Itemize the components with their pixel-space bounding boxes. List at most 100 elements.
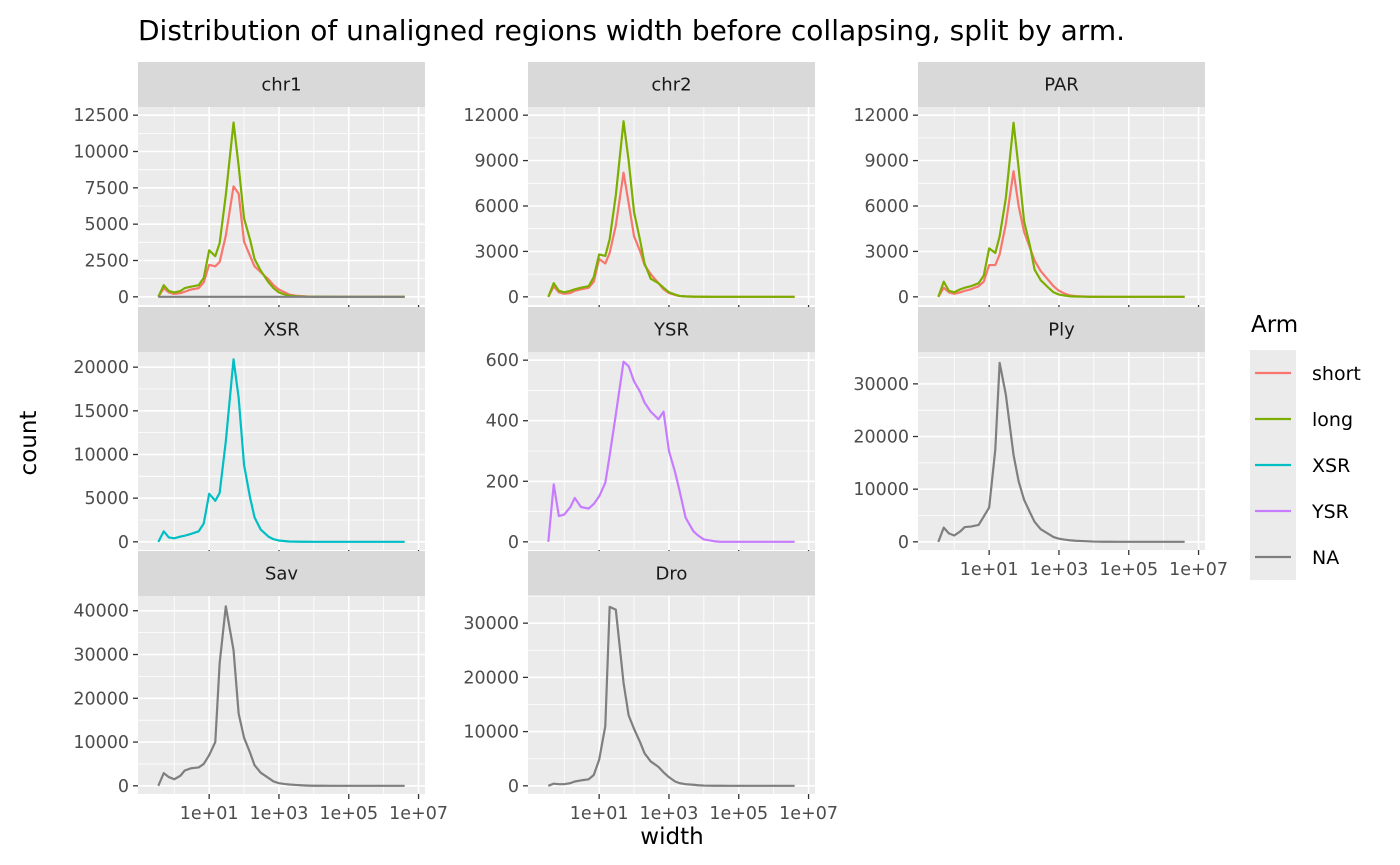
y-tick-label: 3000 bbox=[864, 242, 909, 262]
x-tick-label: 1e+03 bbox=[250, 804, 309, 824]
facet-panel-sav: Sav 0 10000 20000 30000 40000 1e+01 1e+03 1e+05 1… bbox=[73, 551, 448, 824]
x-tick-label: 1e+01 bbox=[180, 804, 239, 824]
facet-strip bbox=[528, 551, 815, 596]
y-tick-label: 10000 bbox=[73, 143, 129, 163]
y-tick-label: 400 bbox=[486, 412, 519, 432]
y-tick-label: 10000 bbox=[73, 445, 129, 465]
series-line-na bbox=[937, 361, 1185, 543]
y-tick-label: 6000 bbox=[864, 197, 909, 217]
y-tick-label: 20000 bbox=[463, 668, 519, 688]
facet-strip bbox=[138, 62, 425, 107]
y-tick-label: 12000 bbox=[463, 106, 519, 126]
plot-panel bbox=[918, 352, 1205, 550]
series-line-xsr bbox=[157, 358, 405, 543]
plot-panel bbox=[138, 596, 425, 794]
y-tick-label: 15000 bbox=[73, 402, 129, 422]
facet-strip-label: Ply bbox=[1048, 320, 1075, 341]
y-tick-label: 0 bbox=[118, 288, 129, 308]
legend: Arm short long XSR YSR NA bbox=[1250, 312, 1361, 580]
y-tick-label: 0 bbox=[508, 777, 519, 797]
y-tick-label: 200 bbox=[486, 472, 519, 492]
legend-label: short bbox=[1312, 363, 1361, 385]
series-line-na bbox=[547, 605, 795, 787]
y-tick-label: 600 bbox=[486, 351, 519, 371]
y-tick-label: 10000 bbox=[463, 723, 519, 743]
facet-panel-ysr: YSR 0 200 400 600 bbox=[486, 307, 815, 555]
x-axis-title: width bbox=[640, 824, 703, 850]
legend-item-na: NA bbox=[1250, 534, 1339, 580]
facet-strip-label: chr1 bbox=[261, 75, 301, 96]
y-tick-label: 0 bbox=[118, 533, 129, 553]
plot-panel bbox=[528, 596, 815, 794]
facet-panel-dro: Dro 0 10000 20000 30000 1e+01 1e+03 1e+05 1e+07 bbox=[463, 551, 838, 824]
x-tick-label: 1e+07 bbox=[389, 804, 448, 824]
facet-panels: chr102500500075001000012500chr2030006000… bbox=[73, 62, 1228, 824]
y-tick-label: 40000 bbox=[73, 602, 129, 622]
legend-label: NA bbox=[1312, 547, 1339, 569]
plot-panel bbox=[138, 352, 425, 550]
facet-strip bbox=[138, 307, 425, 352]
y-tick-label: 0 bbox=[508, 533, 519, 553]
y-tick-label: 30000 bbox=[853, 375, 909, 395]
legend-item-xsr: XSR bbox=[1250, 442, 1350, 488]
facet-strip-label: XSR bbox=[263, 320, 299, 341]
x-tick-label: 1e+03 bbox=[1030, 560, 1089, 580]
facet-panel-xsr: XSR 0 5000 10000 15000 20000 bbox=[73, 307, 425, 555]
y-tick-label: 2500 bbox=[84, 251, 129, 271]
series-group bbox=[157, 121, 405, 298]
y-tick-label: 5000 bbox=[84, 489, 129, 509]
y-tick-label: 12000 bbox=[853, 106, 909, 126]
chart-title: Distribution of unaligned regions width … bbox=[138, 14, 1125, 47]
legend-item-short: short bbox=[1250, 350, 1361, 396]
x-tick-label: 1e+03 bbox=[640, 804, 699, 824]
series-line-ysr bbox=[547, 360, 795, 543]
y-tick-label: 10000 bbox=[853, 480, 909, 500]
y-tick-label: 9000 bbox=[864, 152, 909, 172]
x-tick-label: 1e+07 bbox=[779, 804, 838, 824]
series-group bbox=[157, 605, 405, 787]
legend-label: XSR bbox=[1312, 455, 1350, 477]
x-tick-label: 1e+05 bbox=[319, 804, 378, 824]
legend-title: Arm bbox=[1251, 312, 1298, 338]
facet-strip bbox=[918, 307, 1205, 352]
y-tick-label: 9000 bbox=[474, 152, 519, 172]
series-line-long bbox=[547, 120, 795, 298]
x-tick-label: 1e+05 bbox=[709, 804, 768, 824]
facet-strip-label: YSR bbox=[653, 320, 689, 341]
y-tick-label: 20000 bbox=[73, 358, 129, 378]
series-group bbox=[937, 361, 1185, 543]
facet-strip bbox=[138, 551, 425, 596]
y-tick-label: 20000 bbox=[73, 689, 129, 709]
y-tick-label: 0 bbox=[508, 288, 519, 308]
y-tick-label: 20000 bbox=[853, 428, 909, 448]
series-group bbox=[157, 358, 405, 543]
facet-strip bbox=[528, 62, 815, 107]
y-tick-label: 0 bbox=[898, 288, 909, 308]
facet-panel-chr1: chr1 0 2500 5000 7500 10000 12500 bbox=[73, 62, 425, 310]
y-tick-label: 3000 bbox=[474, 242, 519, 262]
x-tick-label: 1e+01 bbox=[960, 560, 1019, 580]
facet-strip bbox=[918, 62, 1205, 107]
facet-strip-label: Sav bbox=[265, 564, 298, 585]
facet-strip-label: Dro bbox=[656, 564, 688, 585]
series-group bbox=[547, 360, 795, 543]
series-line-long bbox=[937, 121, 1185, 298]
facet-panel-ply: Ply 0 10000 20000 30000 1e+01 1e+03 1e+05 1e+07 bbox=[853, 307, 1228, 580]
y-tick-label: 6000 bbox=[474, 197, 519, 217]
facet-strip-label: chr2 bbox=[651, 75, 691, 96]
y-tick-label: 30000 bbox=[463, 614, 519, 634]
y-axis-title: count bbox=[16, 411, 42, 476]
x-tick-label: 1e+01 bbox=[570, 804, 629, 824]
series-line-na bbox=[157, 605, 405, 787]
y-tick-label: 5000 bbox=[84, 215, 129, 235]
y-tick-label: 7500 bbox=[84, 179, 129, 199]
legend-label: YSR bbox=[1311, 501, 1349, 523]
y-tick-label: 0 bbox=[898, 533, 909, 553]
y-tick-label: 0 bbox=[118, 777, 129, 797]
facet-strip-label: PAR bbox=[1044, 75, 1079, 96]
legend-label: long bbox=[1312, 409, 1353, 431]
facet-strip bbox=[528, 307, 815, 352]
facet-panel-par: PAR 0 3000 6000 9000 12000 bbox=[853, 62, 1205, 310]
y-tick-label: 30000 bbox=[73, 646, 129, 666]
